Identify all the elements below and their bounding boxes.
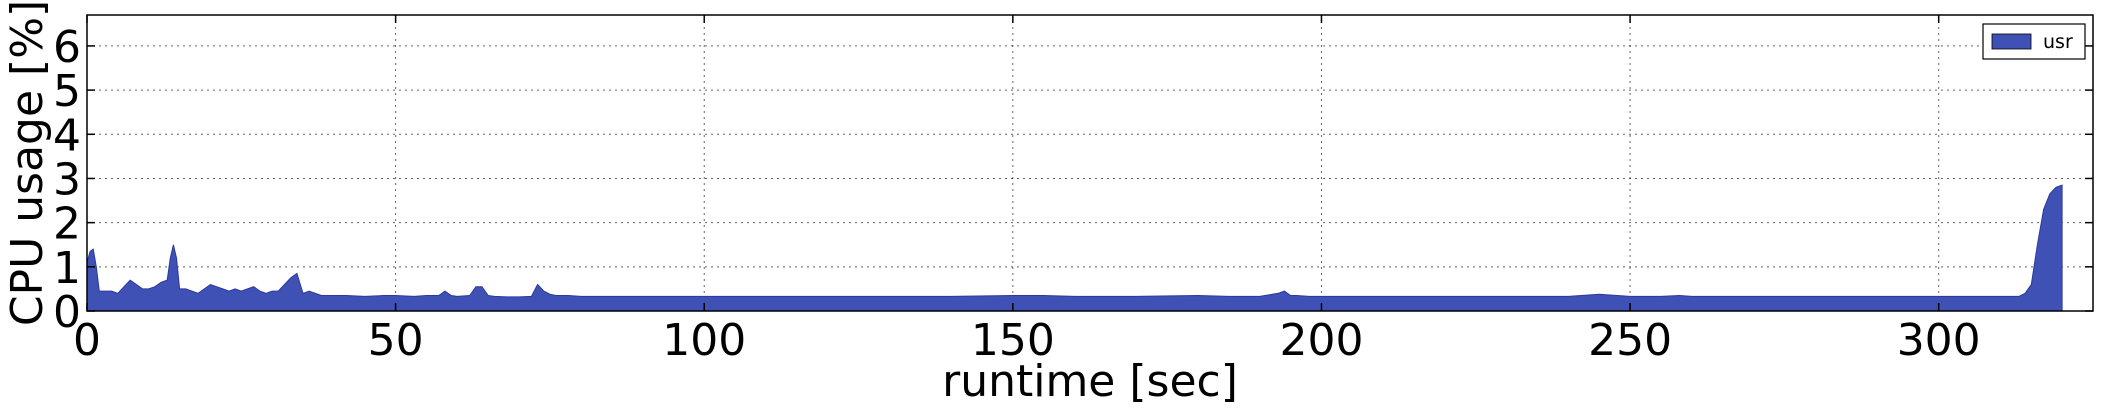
y-tick-label: 4 [53,110,81,161]
x-tick-labels: 0 50 100 150 200 250 300 [73,315,1981,366]
x-tick-label: 50 [368,315,424,366]
legend-label-usr: usr [2043,31,2073,53]
legend: usr [1982,23,2086,60]
y-tick-label: 1 [53,243,81,294]
x-tick-label: 200 [1279,315,1363,366]
legend-swatch-usr [1991,33,2032,50]
y-tick-label: 2 [53,199,81,250]
series-area-usr [86,184,2063,312]
y-tick-label: 3 [53,154,81,205]
y-tick-label: 5 [53,66,81,117]
axis-ticks [86,15,2093,312]
x-tick-label: 250 [1588,315,1672,366]
y-axis-label: CPU usage [%] [2,0,53,326]
x-tick-label: 0 [73,315,101,366]
x-axis-label: runtime [sec] [942,356,1238,407]
x-tick-label: 300 [1897,315,1981,366]
x-tick-label: 150 [971,315,1055,366]
x-tick-label: 100 [662,315,746,366]
plot-frame [86,14,2094,312]
y-tick-label: 0 [53,287,81,338]
plot-background [87,15,2093,311]
series-area [86,184,2063,312]
y-tick-label: 6 [53,22,81,73]
